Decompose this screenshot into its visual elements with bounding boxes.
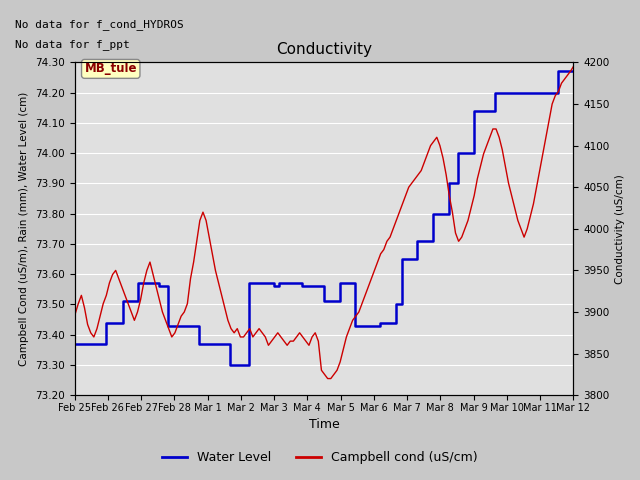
Y-axis label: Campbell Cond (uS/m), Rain (mm), Water Level (cm): Campbell Cond (uS/m), Rain (mm), Water L…: [19, 92, 29, 366]
Text: MB_tule: MB_tule: [84, 62, 137, 75]
Text: No data for f_ppt: No data for f_ppt: [15, 39, 129, 50]
Title: Conductivity: Conductivity: [276, 42, 372, 57]
X-axis label: Time: Time: [308, 419, 339, 432]
Text: No data for f_cond_HYDROS: No data for f_cond_HYDROS: [15, 19, 184, 30]
Legend: Water Level, Campbell cond (uS/cm): Water Level, Campbell cond (uS/cm): [157, 446, 483, 469]
Y-axis label: Conductivity (uS/cm): Conductivity (uS/cm): [615, 174, 625, 284]
